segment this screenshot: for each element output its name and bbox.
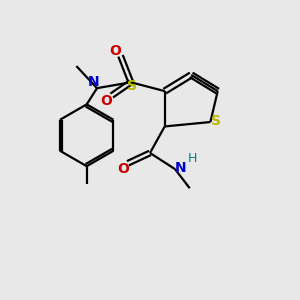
Text: S: S bbox=[211, 114, 221, 128]
Text: N: N bbox=[175, 161, 186, 175]
Text: N: N bbox=[88, 75, 100, 89]
Text: O: O bbox=[109, 44, 121, 58]
Text: H: H bbox=[188, 152, 197, 165]
Text: S: S bbox=[127, 79, 137, 93]
Text: O: O bbox=[118, 162, 129, 176]
Text: O: O bbox=[100, 94, 112, 108]
